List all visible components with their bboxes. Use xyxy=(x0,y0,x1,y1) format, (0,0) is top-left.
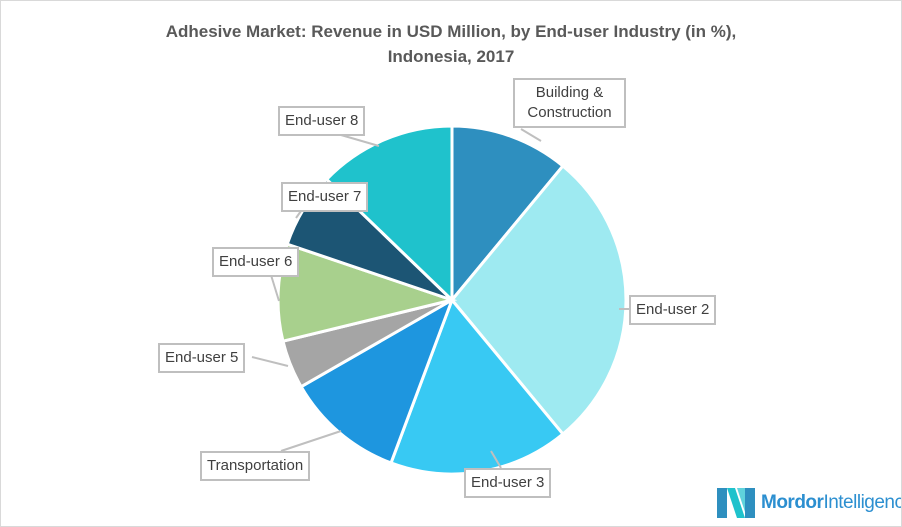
mordor-intelligence-logo: MordorIntelligence xyxy=(717,488,901,518)
pie-slice-building-construction xyxy=(450,124,566,305)
logo-mark-icon xyxy=(717,488,755,518)
label-building-construction: Building & Construction xyxy=(513,78,626,128)
leader-line-8 xyxy=(340,134,380,147)
title-line-2: Indonesia, 2017 xyxy=(387,47,515,66)
leader-line-3 xyxy=(490,450,502,469)
pie-slice-end-user-6 xyxy=(276,242,458,343)
label-end-user-7: End-user 7 xyxy=(281,182,369,212)
label-transportation: Transportation xyxy=(200,451,311,481)
leader-line-7 xyxy=(295,210,302,219)
leader-line-5 xyxy=(251,356,289,367)
label-end-user-8: End-user 8 xyxy=(278,106,366,136)
logo-text: MordorIntelligence xyxy=(761,492,901,513)
label-end-user-3: End-user 3 xyxy=(464,468,552,498)
pie-slice-end-user-2 xyxy=(450,163,628,437)
pie-slice-end-user-8 xyxy=(324,124,454,304)
leader-line-4 xyxy=(280,430,342,452)
chart-title: Adhesive Market: Revenue in USD Million,… xyxy=(1,19,901,69)
label-end-user-2: End-user 2 xyxy=(629,295,717,325)
leader-line-1 xyxy=(520,128,542,142)
pie-slice-transportation xyxy=(299,296,455,465)
leader-line-6 xyxy=(270,274,280,302)
label-end-user-6: End-user 6 xyxy=(212,247,300,277)
label-end-user-5: End-user 5 xyxy=(158,343,246,373)
title-line-1: Adhesive Market: Revenue in USD Million,… xyxy=(165,22,737,41)
